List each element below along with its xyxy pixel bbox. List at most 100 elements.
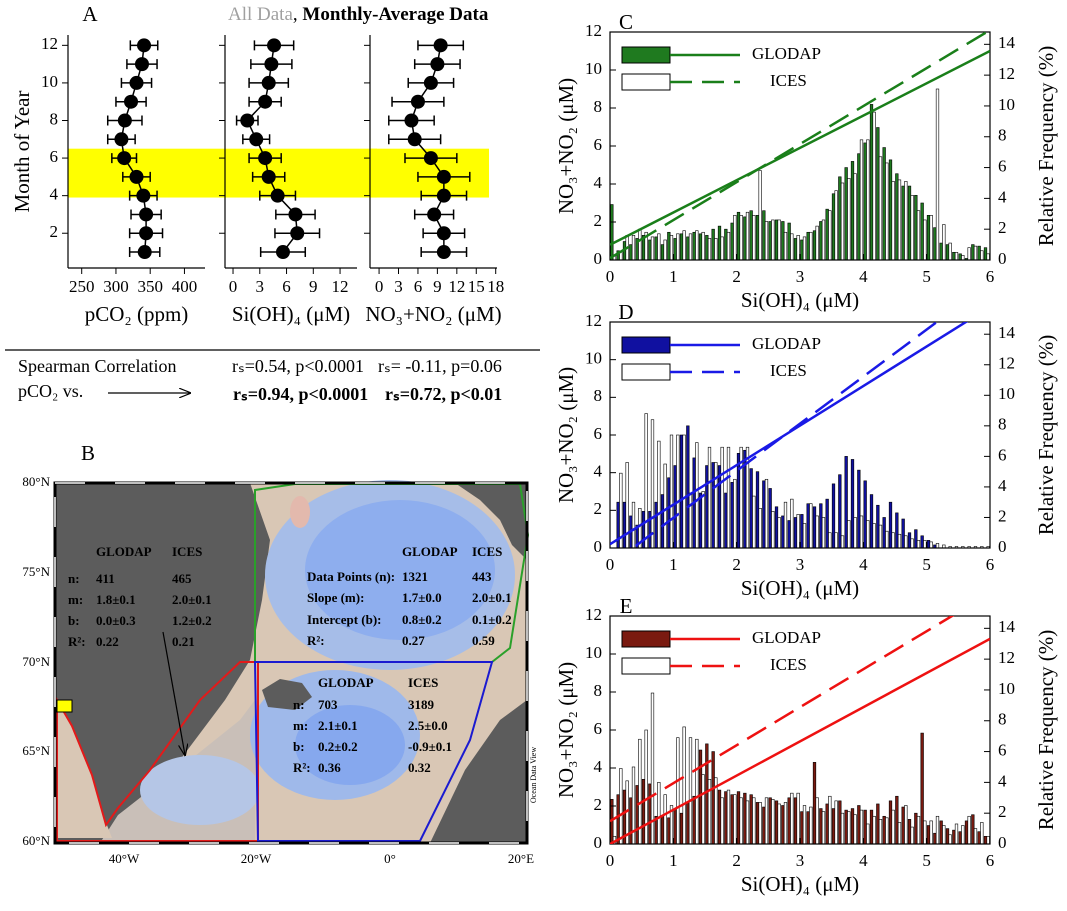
- y-tick-label: 12: [585, 605, 602, 624]
- x-tick-label: 9: [433, 277, 442, 296]
- x-tick-label: 4: [859, 851, 868, 870]
- histogram-bar: [984, 248, 987, 260]
- histogram-bar: [905, 181, 908, 260]
- histogram-bar: [858, 470, 861, 548]
- histogram-bar: [826, 804, 829, 844]
- histogram-bar: [864, 810, 867, 844]
- table-cell: 2.0±0.1: [172, 592, 212, 607]
- lon-label: 40°W: [109, 851, 140, 866]
- x-tick-label: 300: [103, 277, 129, 296]
- histogram-bar: [930, 821, 933, 844]
- table-cell: 0.8±0.2: [402, 612, 442, 627]
- mean-point: [408, 132, 422, 146]
- lat-label: 65°N: [22, 743, 50, 758]
- histogram-bar: [892, 533, 895, 548]
- panel-label: D: [618, 300, 633, 324]
- histogram-bar: [725, 229, 728, 260]
- mean-point: [424, 151, 438, 165]
- histogram-bar: [867, 140, 870, 260]
- x-tick-label: 400: [172, 277, 198, 296]
- correlation-title: Spearman Correlation: [18, 356, 176, 376]
- table-header: ICES: [408, 675, 438, 690]
- correlation-monthly: rₛ=0.94, p<0.0001: [233, 384, 368, 404]
- histogram-bar: [911, 195, 914, 260]
- y2-tick-label: 6: [998, 740, 1007, 759]
- table-cell: R²:: [293, 760, 311, 775]
- histogram-bar: [651, 420, 654, 548]
- histogram-bar: [905, 536, 908, 548]
- table-cell: 443: [472, 569, 492, 584]
- highlight-band: [225, 149, 377, 198]
- lat-label: 75°N: [22, 564, 50, 579]
- histogram-bar: [962, 826, 965, 844]
- histogram-bar: [955, 824, 958, 844]
- map: [55, 480, 528, 843]
- histogram-bar: [788, 223, 791, 260]
- histogram-bar: [841, 813, 844, 844]
- histogram-bar: [731, 795, 734, 844]
- table-cell: 465: [172, 571, 192, 586]
- mean-point: [404, 113, 418, 127]
- histogram-bar: [877, 505, 880, 548]
- histogram-bar: [972, 245, 975, 260]
- histogram-bar: [911, 827, 914, 844]
- histogram-bar: [877, 128, 880, 260]
- histogram-bar: [778, 804, 781, 844]
- histogram-bar: [816, 516, 819, 548]
- y2-tick-label: 8: [998, 710, 1007, 729]
- histogram-bar: [898, 822, 901, 844]
- histogram-bar: [877, 804, 880, 844]
- histogram-bar: [699, 234, 702, 260]
- mean-point: [276, 245, 290, 259]
- histogram-bar: [832, 194, 835, 260]
- lat-label: 70°N: [22, 654, 50, 669]
- histogram-bar: [664, 240, 667, 260]
- y2-axis-label: Relative Frequency (%): [1034, 630, 1058, 831]
- histogram-bar: [870, 104, 873, 260]
- histogram-bar: [756, 472, 759, 548]
- x-axis-label: Si(OH)₄ (μM): [741, 288, 859, 312]
- lat-label: 60°N: [22, 833, 50, 848]
- x-tick-label: 2: [732, 267, 741, 286]
- x-tick-label: 0: [606, 851, 615, 870]
- histogram-bar: [744, 217, 747, 260]
- histogram-bar: [645, 414, 648, 548]
- table-cell: 0.0±0.3: [96, 613, 136, 628]
- table-cell: m:: [68, 592, 83, 607]
- table-cell: n:: [293, 697, 305, 712]
- table-cell: Data Points (n):: [307, 569, 395, 584]
- histogram-bar: [858, 154, 861, 260]
- table-header: ICES: [472, 544, 502, 559]
- histogram-bar: [978, 246, 981, 260]
- legend-label: ICES: [770, 361, 807, 380]
- histogram-bar: [765, 479, 768, 548]
- y2-tick-label: 0: [998, 833, 1007, 852]
- y-tick-label: 0: [594, 537, 603, 556]
- mean-point: [288, 207, 302, 221]
- mean-point: [264, 57, 278, 71]
- histogram-bar: [860, 810, 863, 844]
- histogram-bar: [775, 801, 778, 844]
- histogram-bar: [763, 807, 766, 844]
- y2-tick-label: 6: [998, 156, 1007, 175]
- histogram-bar: [803, 237, 806, 260]
- x-tick-label: 0: [606, 267, 615, 286]
- histogram-bar: [645, 730, 648, 844]
- mean-point: [137, 38, 151, 52]
- y-tick-label: 4: [50, 185, 59, 204]
- y2-tick-label: 2: [998, 802, 1007, 821]
- histogram-bar: [902, 807, 905, 844]
- histogram-bar: [854, 517, 857, 548]
- histogram-bar: [734, 479, 737, 548]
- histogram-bar: [784, 502, 787, 548]
- histogram-bar: [953, 252, 956, 260]
- histogram-bar: [756, 215, 759, 260]
- histogram-bar: [611, 205, 614, 260]
- histogram-bar: [864, 481, 867, 548]
- mean-point: [118, 113, 132, 127]
- histogram-bar: [642, 779, 645, 844]
- mean-point: [130, 76, 144, 90]
- legend-label: ICES: [770, 71, 807, 90]
- histogram-bar: [737, 792, 740, 844]
- histogram-bar: [896, 796, 899, 844]
